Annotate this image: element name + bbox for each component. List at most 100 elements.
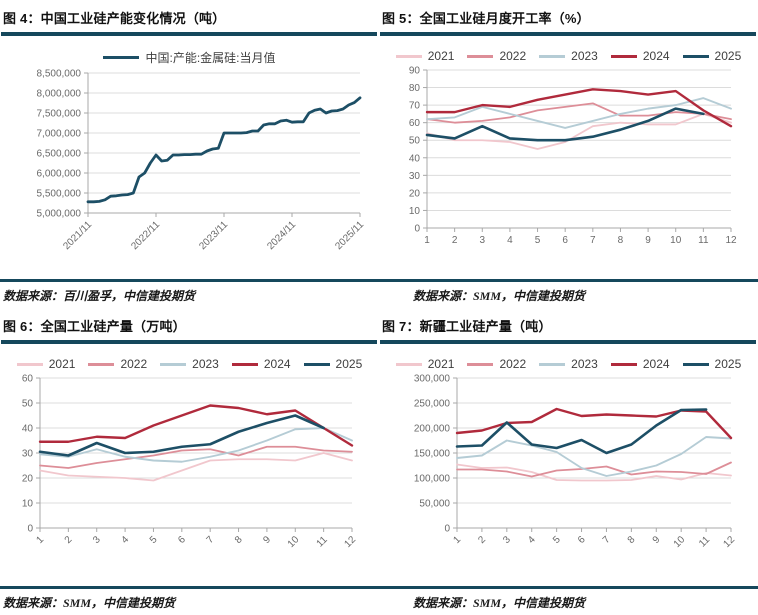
svg-text:2: 2: [476, 534, 488, 546]
figure-7-chart: 0 50,000 100,000 150,000 200,000 250,000 300,0…: [414, 374, 738, 550]
figure-5-title-rule: [380, 32, 756, 36]
svg-text:11: 11: [315, 534, 330, 549]
legend-item-2022: 2022: [467, 357, 526, 371]
legend-item-2022: 2022: [467, 49, 526, 63]
legend-label: 2022: [120, 357, 148, 371]
legend-item-2025: 2025: [682, 49, 741, 63]
svg-text:90: 90: [409, 66, 421, 77]
legend-swatch: [16, 362, 43, 366]
legend-label: 2021: [48, 357, 76, 371]
svg-text:1: 1: [34, 534, 46, 546]
svg-text:40: 40: [22, 424, 34, 435]
legend-swatch: [103, 56, 140, 59]
svg-text:60: 60: [22, 374, 34, 385]
figure-7-title: 图 7：新疆工业硅产量（吨）: [382, 319, 552, 334]
svg-text:3: 3: [479, 235, 485, 246]
legend-item-2023: 2023: [539, 49, 598, 63]
svg-text:7,000,000: 7,000,000: [37, 129, 82, 140]
svg-text:70: 70: [409, 101, 421, 112]
svg-text:40: 40: [409, 153, 421, 164]
legend-swatch: [303, 362, 330, 366]
svg-text:7: 7: [590, 235, 596, 246]
legend-swatch: [467, 54, 494, 58]
svg-text:4: 4: [507, 235, 513, 246]
svg-text:5,000,000: 5,000,000: [37, 209, 82, 220]
legend-swatch: [395, 54, 422, 58]
svg-text:7: 7: [205, 534, 217, 546]
svg-text:9: 9: [651, 534, 663, 546]
svg-text:9: 9: [261, 534, 273, 546]
svg-text:4: 4: [526, 534, 538, 546]
figure-5-footer: 数据来源：SMM，中信建投期货: [379, 279, 758, 308]
figure-6-title: 图 6：全国工业硅产量（万吨）: [3, 319, 186, 334]
legend-label: 2023: [571, 49, 598, 63]
svg-text:6: 6: [576, 534, 588, 546]
svg-text:10: 10: [22, 499, 34, 510]
svg-text:150,000: 150,000: [414, 449, 451, 460]
svg-text:20: 20: [22, 474, 34, 485]
figure-6-divider: [0, 586, 379, 589]
svg-text:5: 5: [535, 235, 541, 246]
legend-label: 2024: [642, 357, 670, 371]
figure-7-legend: 2021 2022 2023 2024 2025: [383, 357, 754, 371]
svg-text:30: 30: [409, 171, 421, 182]
svg-text:1: 1: [451, 534, 463, 546]
svg-text:50: 50: [409, 136, 421, 147]
figure-4-title-rule: [1, 32, 377, 36]
svg-text:80: 80: [409, 83, 421, 94]
figure-4-footer: 数据来源：百川盈孚，中信建投期货: [0, 279, 379, 308]
legend-item-2024: 2024: [610, 49, 670, 63]
svg-text:100,000: 100,000: [414, 474, 451, 485]
svg-text:50,000: 50,000: [419, 499, 450, 510]
svg-text:8,000,000: 8,000,000: [37, 89, 82, 100]
legend-swatch: [231, 362, 258, 366]
legend-label: 中国:产能:金属硅:当月值: [145, 51, 276, 65]
figure-4-panel: 图 4：中国工业硅产能变化情况（吨） 中国:产能:金属硅:当月值 5,000,0…: [0, 0, 379, 308]
svg-text:30: 30: [22, 449, 34, 460]
legend-item-2024: 2024: [610, 357, 670, 371]
svg-text:5,500,000: 5,500,000: [37, 189, 82, 200]
svg-text:7,500,000: 7,500,000: [37, 109, 82, 120]
figure-5-legend: 2021 2022 2023 2024 2025: [383, 49, 754, 63]
svg-text:2024/11: 2024/11: [265, 219, 298, 252]
svg-text:2023/11: 2023/11: [197, 219, 230, 252]
svg-text:8: 8: [233, 534, 245, 546]
figure-7-footer: 数据来源：SMM，中信建投期货: [379, 586, 758, 615]
legend-label: 2021: [427, 49, 455, 63]
legend-swatch: [539, 54, 566, 58]
figure-5-source: 数据来源：SMM，中信建投期货: [413, 289, 586, 303]
legend-item-2022: 2022: [88, 357, 147, 371]
svg-text:12: 12: [721, 534, 737, 550]
figure-5-divider: [379, 279, 758, 282]
legend-item-2023: 2023: [160, 357, 219, 371]
svg-text:6,500,000: 6,500,000: [37, 149, 82, 160]
svg-text:12: 12: [342, 534, 358, 550]
svg-text:6,000,000: 6,000,000: [37, 169, 82, 180]
legend-swatch: [395, 362, 422, 366]
svg-text:0: 0: [444, 524, 450, 535]
legend-label: 2023: [571, 357, 598, 371]
svg-text:12: 12: [725, 235, 737, 246]
legend-item-2024: 2024: [231, 357, 291, 371]
figure-7-divider: [379, 586, 758, 589]
figure-6-source: 数据来源：SMM，中信建投期货: [3, 596, 176, 610]
legend-label: 2024: [263, 357, 291, 371]
legend-swatch: [88, 362, 115, 366]
figure-5-title: 图 5：全国工业硅月度开工率（%）: [382, 11, 590, 26]
svg-text:6: 6: [176, 534, 188, 546]
legend-label: 2021: [427, 357, 455, 371]
legend-item-2025: 2025: [303, 357, 362, 371]
svg-text:2: 2: [452, 235, 458, 246]
figure-7-title-rule: [380, 340, 756, 344]
svg-text:300,000: 300,000: [414, 374, 451, 385]
svg-text:6: 6: [562, 235, 568, 246]
legend-swatch: [682, 362, 709, 366]
svg-text:2: 2: [63, 534, 75, 546]
legend-item-2025: 2025: [682, 357, 741, 371]
figure-6-footer: 数据来源：SMM，中信建投期货: [0, 586, 379, 615]
legend-swatch: [160, 362, 187, 366]
legend-swatch: [610, 54, 637, 58]
legend-label: 2022: [499, 49, 527, 63]
figure-5-panel: 图 5：全国工业硅月度开工率（%） 2021 2022 2023 2024 2025 0…: [379, 0, 758, 308]
